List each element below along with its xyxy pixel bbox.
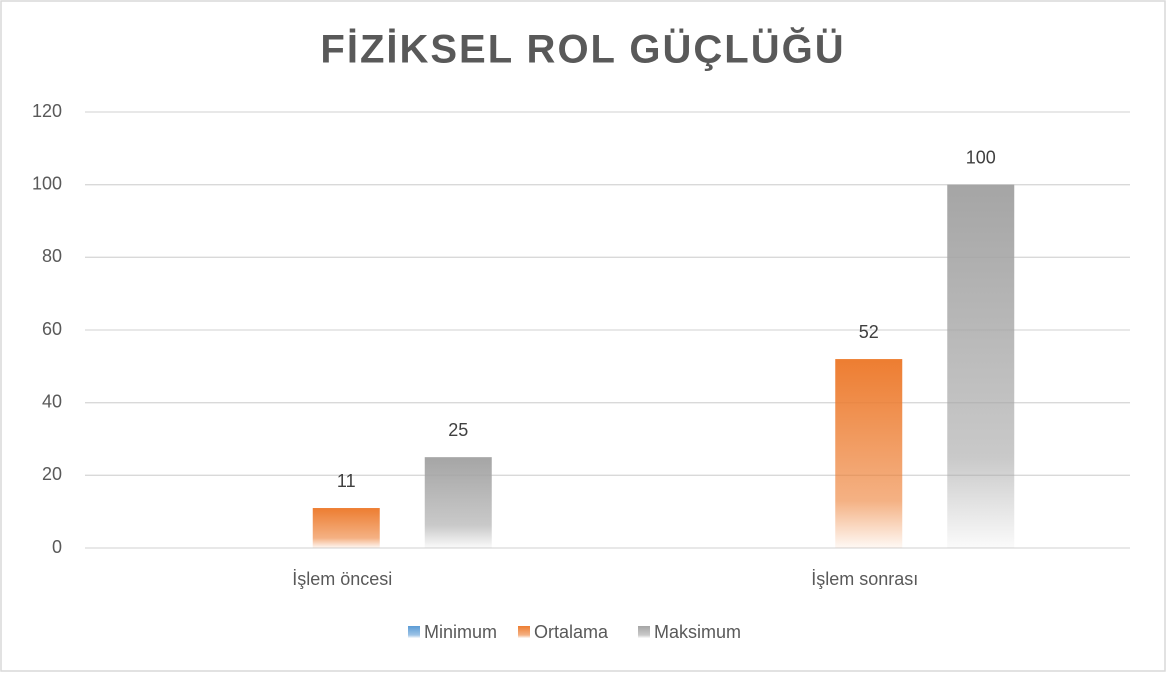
bar [947,184,1015,548]
y-tick-label: 120 [32,101,62,121]
bar [312,508,380,548]
y-tick-label: 60 [42,319,62,339]
data-label: 25 [448,420,468,440]
legend-label: Maksimum [654,622,741,642]
legend-swatch [408,626,420,638]
legend-label: Ortalama [534,622,609,642]
y-tick-label: 100 [32,173,62,193]
data-label: 100 [966,147,996,167]
data-label: 52 [859,322,879,342]
y-tick-label: 40 [42,391,62,411]
chart-title: FİZİKSEL ROL GÜÇLÜĞÜ [320,26,845,72]
legend-swatch [518,626,530,638]
y-tick-label: 0 [52,537,62,557]
legend-label: Minimum [424,622,497,642]
data-label: 11 [337,471,356,491]
x-tick-label: İşlem sonrası [811,569,918,589]
legend-swatch [638,626,650,638]
bar [424,457,492,548]
y-tick-label: 20 [42,464,62,484]
bar [835,359,903,548]
y-tick-label: 80 [42,246,62,266]
x-tick-label: İşlem öncesi [292,569,392,589]
